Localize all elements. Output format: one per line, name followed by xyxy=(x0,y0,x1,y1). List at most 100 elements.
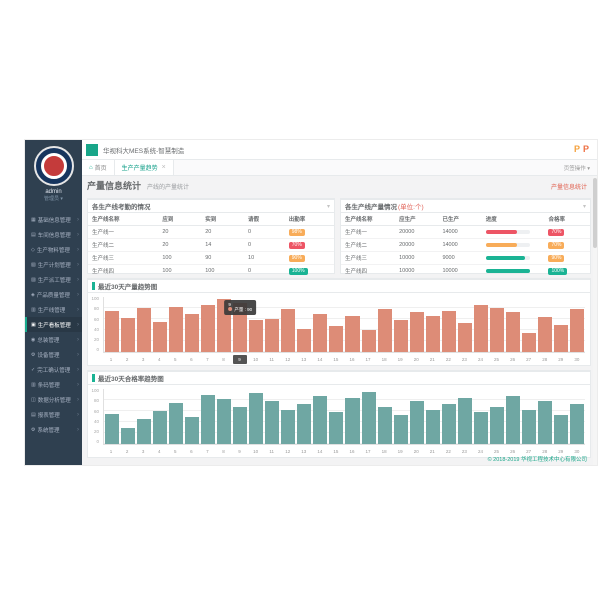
chart-bar[interactable] xyxy=(185,416,200,444)
chart-bar[interactable] xyxy=(265,401,280,444)
chart-bar[interactable] xyxy=(313,395,328,444)
chart-bar[interactable] xyxy=(121,317,136,352)
chart-bar[interactable] xyxy=(281,409,296,444)
close-icon[interactable]: × xyxy=(161,164,166,171)
chart-bar[interactable] xyxy=(521,409,536,444)
chart-bar[interactable] xyxy=(105,310,120,352)
chart-bar[interactable] xyxy=(425,409,440,444)
chart-bar[interactable] xyxy=(105,413,120,444)
chart-bar[interactable] xyxy=(137,308,152,352)
chart-bar[interactable] xyxy=(377,406,392,444)
chart-bar[interactable] xyxy=(409,312,424,352)
sidebar-item-2[interactable]: ▤ 车间信息管理 › xyxy=(25,227,82,242)
tab-menu-dropdown[interactable]: 页签操作 ▾ xyxy=(563,165,590,172)
chart-bar[interactable] xyxy=(537,400,552,444)
chart-bar[interactable] xyxy=(249,320,264,352)
chart-bar[interactable] xyxy=(521,332,536,352)
x-axis-label: 9 xyxy=(238,449,241,454)
chevron-right-icon: › xyxy=(77,216,79,223)
sidebar-item-label: 生产看板管理 xyxy=(37,322,71,329)
chart-bar[interactable] xyxy=(313,313,328,352)
sidebar-item-14[interactable]: ▤ 报表管理 › xyxy=(25,407,82,422)
chart-bar[interactable] xyxy=(569,404,584,444)
sidebar-item-6[interactable]: ◈ 产品质量管理 › xyxy=(25,287,82,302)
sidebar-item-5[interactable]: ▨ 生产派工管理 › xyxy=(25,272,82,287)
sidebar-item-3[interactable]: ◇ 生产物料管理 › xyxy=(25,242,82,257)
chart-bar[interactable] xyxy=(473,412,488,444)
chart-bar[interactable] xyxy=(201,394,216,444)
chart-bar[interactable] xyxy=(569,309,584,352)
chart-bar[interactable] xyxy=(169,402,184,444)
collapse-icon[interactable]: ▾ xyxy=(582,203,586,210)
chart-bar[interactable] xyxy=(121,427,136,444)
chart-bar[interactable] xyxy=(265,319,280,352)
chart-bar[interactable] xyxy=(329,412,344,444)
chart-bar[interactable] xyxy=(553,324,568,352)
x-axis-label: 4 xyxy=(157,357,161,362)
chart-bar[interactable] xyxy=(153,321,168,352)
brand-p-icon[interactable]: P xyxy=(582,144,589,154)
sidebar-item-1[interactable]: ▦ 基础信息管理 › xyxy=(25,212,82,227)
table-row: 生产线一 20000 14000 70% xyxy=(341,225,590,239)
chart-bar[interactable] xyxy=(409,401,424,444)
tab-production-trend[interactable]: 生产产量趋势 × xyxy=(114,160,174,175)
vertical-scrollbar[interactable] xyxy=(593,176,597,465)
chart-bar[interactable] xyxy=(345,315,360,352)
tab-home[interactable]: ⌂ 首页 xyxy=(82,160,115,175)
sidebar-item-13[interactable]: ◫ 数据分析管理 › xyxy=(25,392,82,407)
chart-bar[interactable] xyxy=(473,305,488,352)
chart-bar[interactable] xyxy=(217,398,232,444)
chevron-right-icon: › xyxy=(77,426,79,433)
cell-planned: 10000 xyxy=(395,264,439,278)
chart-bar[interactable] xyxy=(537,316,552,352)
column-header: 已生产 xyxy=(438,213,482,226)
chart-bar[interactable] xyxy=(137,419,152,444)
chart-bar[interactable] xyxy=(153,411,168,444)
chart-bar[interactable] xyxy=(361,392,376,444)
chart-bar[interactable] xyxy=(361,330,376,352)
cell-leave: 10 xyxy=(244,251,285,265)
table-row: 生产线四 100 100 0 100% xyxy=(88,264,334,278)
chart-bar[interactable] xyxy=(201,305,216,352)
chart-bar[interactable] xyxy=(505,312,520,352)
sidebar-item-label: 基础信息管理 xyxy=(37,217,71,224)
brand-p-icon[interactable]: P xyxy=(573,144,580,154)
chart-bar[interactable] xyxy=(169,306,184,352)
chart-bar[interactable] xyxy=(185,313,200,352)
chart-bar[interactable] xyxy=(457,323,472,352)
user-role-dropdown[interactable]: 管理员 ▾ xyxy=(44,196,63,202)
chart-bar[interactable] xyxy=(553,414,568,444)
sidebar-item-15[interactable]: ⚙ 系统管理 › xyxy=(25,422,82,437)
chart-bar[interactable] xyxy=(425,315,440,352)
sidebar-item-12[interactable]: ▥ 条码管理 › xyxy=(25,377,82,392)
x-axis-label: 20 xyxy=(413,357,419,362)
chart-bar[interactable] xyxy=(505,395,520,444)
sidebar-item-11[interactable]: ✓ 完工确认管理 › xyxy=(25,362,82,377)
sidebar-item-4[interactable]: ▧ 生产计划管理 › xyxy=(25,257,82,272)
scrollbar-thumb[interactable] xyxy=(593,178,597,248)
chart-bar[interactable] xyxy=(393,320,408,352)
sidebar-item-10[interactable]: ⚙ 设备管理 › xyxy=(25,347,82,362)
header-right: P P xyxy=(574,145,597,154)
chart-bar[interactable] xyxy=(393,415,408,444)
chart-bar[interactable] xyxy=(329,325,344,352)
chart-bar[interactable] xyxy=(233,406,248,444)
chart-bar[interactable] xyxy=(489,308,504,352)
sidebar-item-8[interactable]: ▣ 生产看板管理 › xyxy=(25,317,82,332)
chart-bar[interactable] xyxy=(249,392,264,444)
chart-bar[interactable] xyxy=(281,309,296,352)
chart-bar[interactable] xyxy=(297,328,312,352)
chart-bar[interactable] xyxy=(489,406,504,444)
chart-bar[interactable] xyxy=(345,398,360,444)
sidebar-item-9[interactable]: ◉ 总装管理 › xyxy=(25,332,82,347)
chart-bar[interactable] xyxy=(441,310,456,352)
assembly-icon: ◉ xyxy=(31,336,36,343)
collapse-icon[interactable]: ▾ xyxy=(326,203,330,210)
sidebar-item-7[interactable]: ▥ 生产线管理 › xyxy=(25,302,82,317)
chart-bar[interactable] xyxy=(377,309,392,352)
chart-bar[interactable] xyxy=(297,404,312,444)
cell-produced: 14000 xyxy=(438,238,482,252)
chart-bar[interactable] xyxy=(457,397,472,444)
breadcrumb: 产量信息统计 xyxy=(550,185,587,191)
chart-bar[interactable] xyxy=(441,403,456,444)
